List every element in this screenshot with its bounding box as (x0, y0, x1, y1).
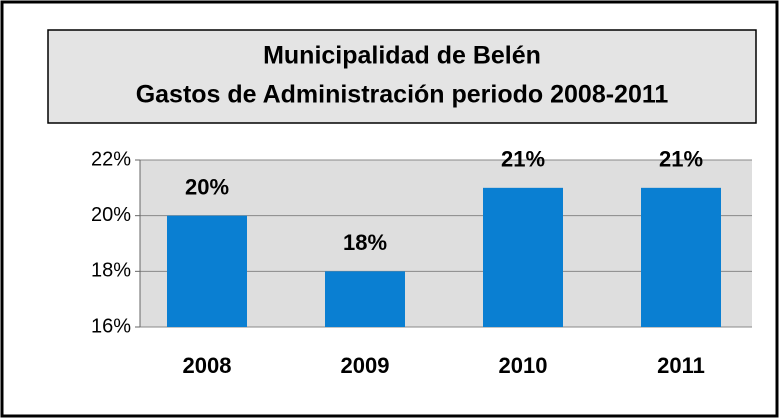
bar (483, 187, 563, 327)
data-label: 21% (501, 147, 545, 172)
x-tick-label: 2010 (499, 353, 548, 378)
x-tick-label: 2011 (657, 353, 705, 378)
y-tick-label: 22% (91, 148, 131, 170)
bar (641, 187, 721, 327)
y-tick-label: 20% (91, 204, 131, 226)
bar (167, 215, 247, 327)
y-tick-label: 16% (91, 315, 131, 337)
y-tick-label: 18% (91, 260, 131, 282)
title-box (47, 29, 757, 124)
x-tick-label: 2009 (341, 353, 390, 378)
bar (325, 271, 405, 327)
x-tick-label: 2008 (183, 353, 232, 378)
data-label: 21% (659, 147, 703, 172)
data-label: 18% (343, 230, 387, 255)
chart-subtitle: Gastos de Administración periodo 2008-20… (136, 81, 669, 109)
data-label: 20% (185, 174, 229, 199)
chart-title: Municipalidad de Belén (263, 42, 541, 70)
